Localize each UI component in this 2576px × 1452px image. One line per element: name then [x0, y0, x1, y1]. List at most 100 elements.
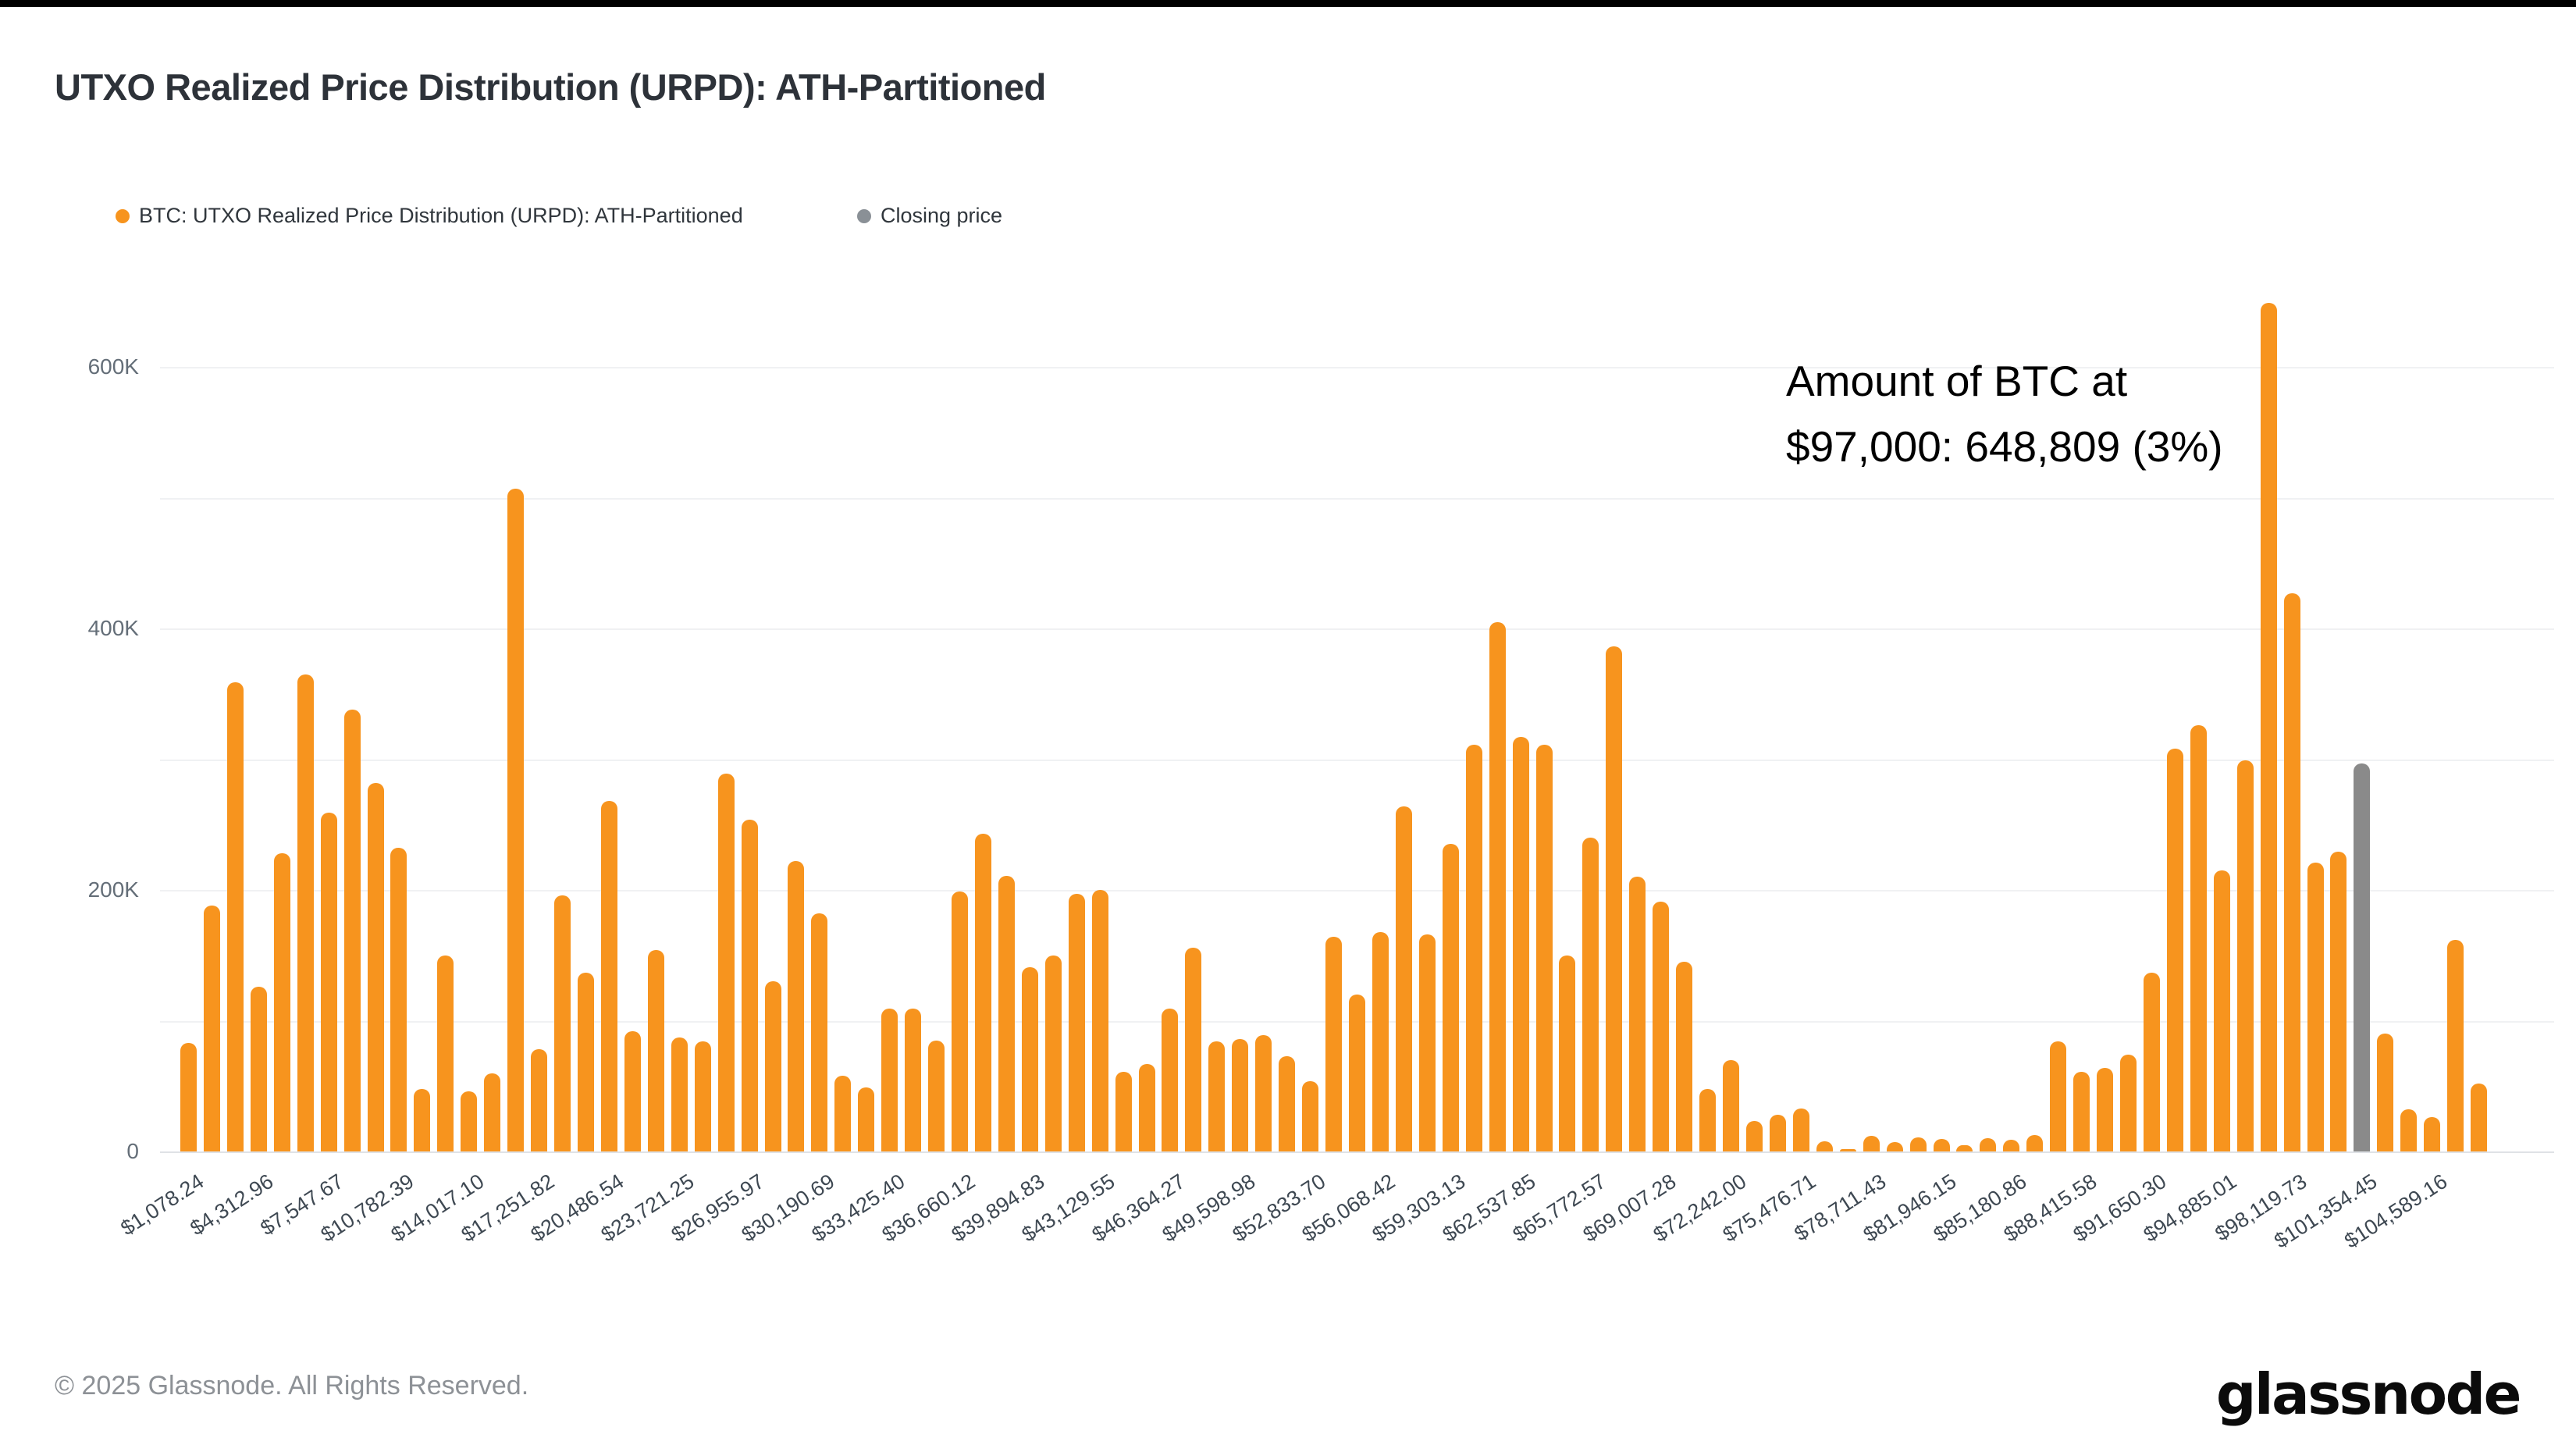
urpd-bar[interactable] — [2213, 870, 2230, 1151]
urpd-bar[interactable] — [2050, 1041, 2067, 1151]
urpd-bar[interactable] — [671, 1037, 688, 1151]
urpd-bar[interactable] — [2073, 1071, 2090, 1151]
closing-price-bar[interactable] — [2354, 763, 2371, 1151]
urpd-bar[interactable] — [2424, 1117, 2441, 1151]
urpd-bar[interactable] — [1325, 937, 1343, 1151]
urpd-bar[interactable] — [250, 986, 267, 1151]
urpd-bar[interactable] — [1582, 838, 1599, 1151]
urpd-bar[interactable] — [974, 833, 991, 1151]
urpd-bar[interactable] — [1302, 1080, 1319, 1151]
urpd-bar[interactable] — [1745, 1121, 1763, 1151]
urpd-bar[interactable] — [928, 1040, 945, 1151]
urpd-bar[interactable] — [1512, 737, 1529, 1151]
urpd-bar[interactable] — [600, 801, 617, 1151]
urpd-bar[interactable] — [741, 819, 758, 1151]
urpd-bar[interactable] — [297, 674, 314, 1151]
urpd-bar[interactable] — [834, 1075, 852, 1151]
urpd-bar[interactable] — [1091, 890, 1108, 1151]
urpd-bar[interactable] — [1465, 745, 1482, 1151]
urpd-bar[interactable] — [484, 1073, 501, 1151]
urpd-bar[interactable] — [2190, 724, 2207, 1151]
urpd-bar[interactable] — [2260, 303, 2277, 1151]
legend-item-closing-price[interactable]: Closing price — [857, 204, 1002, 228]
urpd-bar[interactable] — [1535, 745, 1553, 1151]
urpd-bar[interactable] — [343, 709, 361, 1151]
urpd-bar[interactable] — [1021, 966, 1038, 1151]
urpd-bar[interactable] — [203, 906, 220, 1151]
urpd-bar[interactable] — [1769, 1115, 1786, 1151]
urpd-bar[interactable] — [1980, 1138, 1997, 1151]
urpd-bar[interactable] — [1723, 1059, 1740, 1151]
urpd-bar[interactable] — [531, 1049, 548, 1151]
urpd-bar[interactable] — [2143, 972, 2160, 1151]
urpd-bar[interactable] — [1909, 1137, 1927, 1151]
urpd-bar[interactable] — [2400, 1109, 2418, 1151]
urpd-bar[interactable] — [1044, 955, 1062, 1151]
urpd-bar[interactable] — [1816, 1141, 1833, 1151]
urpd-bar[interactable] — [180, 1042, 197, 1151]
urpd-bar[interactable] — [858, 1087, 875, 1151]
urpd-bar[interactable] — [367, 782, 384, 1151]
urpd-bar[interactable] — [1349, 995, 1365, 1151]
urpd-bar[interactable] — [1933, 1139, 1950, 1151]
urpd-bar[interactable] — [1395, 806, 1412, 1151]
urpd-bar[interactable] — [2026, 1135, 2044, 1151]
urpd-bar[interactable] — [437, 955, 454, 1151]
urpd-bar[interactable] — [1442, 844, 1459, 1151]
urpd-bar[interactable] — [1699, 1088, 1717, 1151]
urpd-bar[interactable] — [2120, 1055, 2137, 1151]
urpd-bar[interactable] — [1559, 955, 1576, 1151]
urpd-bar[interactable] — [1676, 962, 1693, 1151]
urpd-bar[interactable] — [624, 1030, 641, 1151]
urpd-bar[interactable] — [717, 773, 735, 1151]
urpd-bar[interactable] — [1279, 1055, 1296, 1151]
urpd-bar[interactable] — [507, 488, 525, 1151]
urpd-bar[interactable] — [1255, 1034, 1272, 1151]
urpd-bar[interactable] — [881, 1009, 898, 1151]
urpd-bar[interactable] — [1839, 1149, 1856, 1151]
urpd-bar[interactable] — [1068, 894, 1085, 1151]
urpd-bar[interactable] — [694, 1041, 711, 1151]
urpd-bar[interactable] — [1606, 646, 1623, 1151]
urpd-bar[interactable] — [1232, 1038, 1249, 1151]
urpd-bar[interactable] — [2003, 1139, 2020, 1151]
urpd-bar[interactable] — [2447, 939, 2464, 1151]
legend-item-urpd[interactable]: BTC: UTXO Realized Price Distribution (U… — [116, 204, 743, 228]
urpd-bar[interactable] — [764, 981, 781, 1151]
urpd-bar[interactable] — [1138, 1063, 1155, 1151]
urpd-bar[interactable] — [1956, 1144, 1973, 1151]
urpd-bar[interactable] — [554, 895, 571, 1151]
urpd-bar[interactable] — [2097, 1067, 2114, 1151]
urpd-bar[interactable] — [2236, 760, 2254, 1151]
urpd-bar[interactable] — [2377, 1034, 2394, 1151]
urpd-bar[interactable] — [2307, 862, 2324, 1151]
urpd-bar[interactable] — [1792, 1108, 1809, 1151]
urpd-bar[interactable] — [811, 913, 828, 1151]
urpd-bar[interactable] — [414, 1088, 431, 1151]
urpd-bar[interactable] — [788, 861, 805, 1151]
urpd-bar[interactable] — [1185, 947, 1202, 1151]
urpd-bar[interactable] — [461, 1091, 478, 1151]
urpd-bar[interactable] — [1372, 931, 1389, 1151]
urpd-bar[interactable] — [2471, 1083, 2488, 1151]
urpd-bar[interactable] — [1115, 1071, 1132, 1151]
urpd-bar[interactable] — [1653, 902, 1670, 1151]
urpd-bar[interactable] — [1629, 877, 1646, 1151]
urpd-bar[interactable] — [1863, 1135, 1880, 1151]
urpd-bar[interactable] — [390, 848, 407, 1151]
urpd-bar[interactable] — [1489, 621, 1506, 1151]
urpd-bar[interactable] — [320, 813, 337, 1151]
urpd-bar[interactable] — [1418, 934, 1436, 1151]
urpd-bar[interactable] — [647, 950, 664, 1151]
urpd-bar[interactable] — [2283, 593, 2300, 1151]
urpd-bar[interactable] — [1886, 1142, 1903, 1151]
urpd-bar[interactable] — [1208, 1041, 1226, 1151]
urpd-bar[interactable] — [1162, 1009, 1179, 1151]
urpd-bar[interactable] — [952, 891, 969, 1151]
urpd-bar[interactable] — [273, 853, 290, 1151]
urpd-bar[interactable] — [998, 875, 1015, 1151]
urpd-bar[interactable] — [2166, 749, 2183, 1151]
urpd-bar[interactable] — [905, 1009, 922, 1151]
urpd-bar[interactable] — [2330, 852, 2347, 1151]
urpd-bar[interactable] — [226, 682, 244, 1151]
